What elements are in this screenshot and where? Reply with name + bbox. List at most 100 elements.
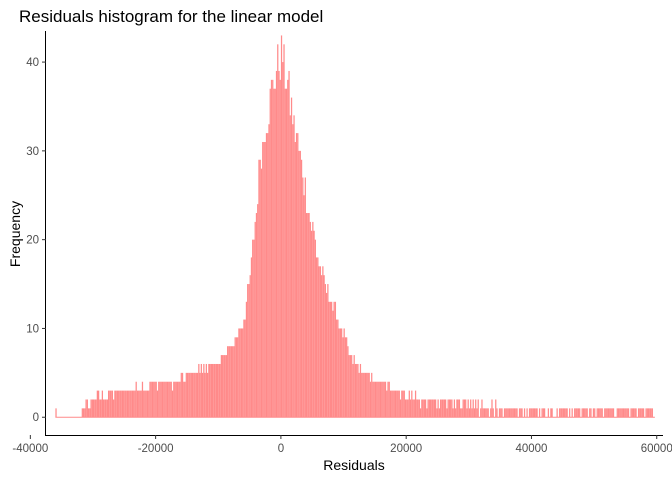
- histogram-bar: [240, 328, 243, 418]
- histogram-bar: [646, 408, 648, 418]
- histogram-bar: [191, 372, 194, 418]
- histogram-bar: [520, 408, 522, 418]
- histogram-bar: [577, 408, 580, 418]
- histogram-bar: [115, 390, 117, 418]
- histogram-bar: [366, 372, 368, 418]
- histogram-bar: [594, 408, 596, 418]
- histogram-bar: [441, 399, 443, 418]
- histogram-bar: [227, 346, 229, 418]
- histogram-bar: [351, 355, 353, 418]
- histogram-bar: [257, 204, 259, 418]
- histogram-bar: [173, 381, 175, 418]
- histogram-bar: [245, 301, 248, 418]
- histogram-bar: [445, 399, 447, 418]
- histogram-bar: [460, 408, 462, 418]
- histogram-bar: [451, 399, 453, 418]
- histogram-bar: [171, 390, 174, 418]
- x-axis-ticks: -40000 -20000 0 20000 40000 60000: [12, 435, 672, 455]
- histogram-bar: [268, 124, 270, 418]
- histogram-bar: [265, 133, 268, 418]
- histogram-bar: [189, 372, 191, 418]
- histogram-bar: [386, 390, 388, 418]
- histogram-bar: [463, 399, 466, 418]
- histogram-bar: [620, 408, 622, 418]
- histogram-bar: [457, 399, 459, 418]
- histogram-bar: [259, 159, 261, 418]
- y-axis-ticks: 0 10 20 30 40: [26, 57, 46, 424]
- histogram-bar: [637, 408, 640, 418]
- histogram-bar: [337, 319, 339, 418]
- histogram-bar: [645, 408, 647, 418]
- histogram-bar: [429, 399, 432, 418]
- histogram-bar: [309, 221, 311, 418]
- histogram-bar: [308, 213, 310, 418]
- histogram-bar: [586, 408, 588, 418]
- histogram-bar: [378, 381, 380, 418]
- histogram-bar: [264, 141, 266, 418]
- histogram-bar: [233, 346, 235, 418]
- histogram-bar: [622, 408, 625, 418]
- histogram-bar: [84, 408, 86, 418]
- histogram-bar: [238, 328, 240, 418]
- histogram-bar: [140, 390, 142, 418]
- histogram-bar: [297, 133, 299, 418]
- histogram-bar: [406, 399, 408, 418]
- histogram-bar: [284, 88, 286, 418]
- histogram-bar: [313, 230, 315, 418]
- histogram-bar: [299, 150, 301, 418]
- histogram-bar: [116, 390, 119, 418]
- histogram-bar: [103, 399, 105, 418]
- histogram-bar: [159, 381, 161, 418]
- histogram-bar: [535, 408, 537, 418]
- histogram-bar: [334, 301, 337, 418]
- histogram-bar: [339, 328, 342, 418]
- histogram-bar: [436, 408, 438, 418]
- histogram-bar: [275, 70, 278, 418]
- histogram-bar: [193, 372, 195, 418]
- histogram-bar: [248, 284, 250, 418]
- histogram-bar: [589, 408, 591, 418]
- histogram-bar: [278, 70, 280, 418]
- histogram-bar: [273, 88, 275, 418]
- histogram-bar: [427, 399, 429, 418]
- histogram-bar: [483, 408, 486, 418]
- histogram-bar: [411, 390, 413, 418]
- histogram-bar: [565, 408, 567, 418]
- histogram-bar: [596, 408, 598, 418]
- histogram-bar: [292, 124, 294, 418]
- histogram-bar: [649, 408, 651, 418]
- histogram-bar: [151, 381, 154, 418]
- histogram-bar: [282, 62, 284, 418]
- x-tick-label: 60000: [641, 443, 672, 455]
- histogram-bar: [211, 363, 214, 418]
- histogram-bar: [277, 44, 279, 418]
- histogram-bar: [254, 221, 256, 418]
- histogram-bar: [450, 399, 452, 418]
- x-axis-title: Residuals: [323, 457, 384, 473]
- histogram-bar: [168, 381, 170, 418]
- histogram-bar: [431, 399, 433, 418]
- histogram-bar: [394, 390, 397, 418]
- histogram-bar: [154, 381, 156, 418]
- histogram-bar: [329, 301, 332, 418]
- histogram-bar: [96, 390, 98, 418]
- histogram-bar: [272, 79, 274, 418]
- histogram-bar: [303, 195, 305, 418]
- histogram-bar: [547, 408, 549, 418]
- histogram-bar: [114, 390, 116, 418]
- histogram-bar: [331, 301, 333, 418]
- histogram-bar: [566, 408, 568, 418]
- histogram-bar: [421, 399, 423, 418]
- histogram-bar: [417, 399, 419, 418]
- histogram-bar: [447, 399, 449, 418]
- histogram-bar: [158, 381, 160, 418]
- histogram-bar: [288, 70, 290, 418]
- histogram-bar: [651, 408, 653, 418]
- histogram-bar: [220, 355, 223, 418]
- histogram-bar: [300, 159, 303, 418]
- histogram-bar: [293, 115, 295, 418]
- histogram-bar: [560, 408, 562, 418]
- histogram-bar: [512, 408, 514, 418]
- histogram-bar: [506, 408, 508, 418]
